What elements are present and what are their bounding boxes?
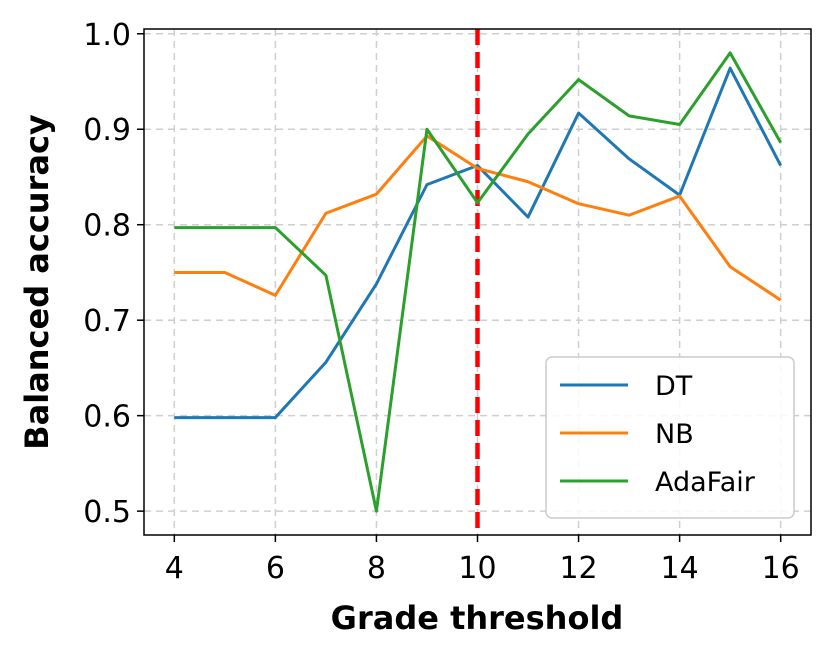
legend-label-adafair: AdaFair	[655, 467, 756, 498]
axis-ticks: 4 6 8 10 12 14 16 0.5 0.6 0.7 0.8 0.9 1.0	[83, 18, 799, 586]
y-tick-label: 0.7	[83, 304, 131, 339]
series-layer	[174, 51, 783, 513]
x-tick-label: 10	[458, 551, 496, 586]
series-line-nb	[174, 134, 782, 302]
x-tick-label: 6	[266, 551, 285, 586]
y-tick-label: 0.6	[83, 400, 131, 435]
x-tick-label: 16	[762, 551, 800, 586]
legend-box	[545, 356, 795, 519]
x-tick-label: 8	[367, 551, 386, 586]
y-tick-label: 1.0	[83, 18, 131, 53]
legend: DT NB AdaFair	[545, 356, 795, 519]
series-line-adafair	[174, 51, 782, 513]
x-tick-label: 14	[661, 551, 699, 586]
y-tick-label: 0.9	[83, 113, 131, 148]
legend-label-dt: DT	[655, 371, 693, 402]
x-tick-label: 12	[559, 551, 597, 586]
y-tick-label: 0.8	[83, 209, 131, 244]
x-axis-title: Grade threshold	[331, 599, 624, 637]
y-axis-title: Balanced accuracy	[18, 114, 56, 450]
y-tick-label: 0.5	[83, 495, 131, 530]
x-tick-label: 4	[165, 551, 184, 586]
grid	[144, 29, 811, 535]
legend-label-nb: NB	[655, 419, 694, 450]
